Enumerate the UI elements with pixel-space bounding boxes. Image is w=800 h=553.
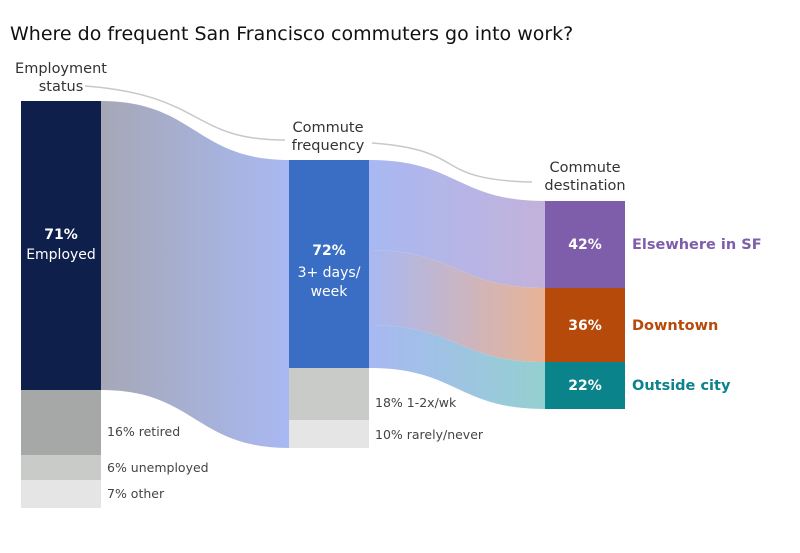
chart-title: Where do frequent San Francisco commuter… <box>10 23 573 45</box>
label-elsewhere-name: Elsewhere in SF <box>632 237 762 253</box>
label-frequent-line1: 3+ days/ <box>298 265 361 281</box>
stage-destination-line1: Commute <box>549 160 620 176</box>
label-employed-pct: 71% <box>44 227 78 243</box>
label-elsewhere-pct: 42% <box>568 237 602 253</box>
node-frequent <box>289 160 369 368</box>
flow-frequent-to-elsewhere <box>369 160 545 288</box>
node-other <box>21 480 101 508</box>
flow-frequent-to-downtown <box>369 250 545 362</box>
label-downtown-name: Downtown <box>632 318 718 334</box>
flow-employed-to-frequent <box>101 101 289 448</box>
label-outside-name: Outside city <box>632 378 731 394</box>
stage-label-employment: Employment status <box>15 61 107 95</box>
node-downtown <box>545 288 625 362</box>
label-employed-text: Employed <box>26 247 96 263</box>
node-rarely <box>289 420 369 448</box>
connector-curve-1 <box>84 85 286 141</box>
connector-curve-2 <box>371 142 533 183</box>
stage-label-frequency: Commute frequency <box>292 120 365 154</box>
node-retired <box>21 390 101 455</box>
node-employed <box>21 101 101 390</box>
stage-employment-line2: status <box>39 79 84 95</box>
node-unemployed <box>21 455 101 480</box>
label-occasional: 18% 1-2x/wk <box>375 395 457 410</box>
stage-frequency-line2: frequency <box>292 138 365 154</box>
node-elsewhere <box>545 201 625 288</box>
label-other: 7% other <box>107 486 165 501</box>
stage-label-destination: Commute destination <box>544 160 625 194</box>
node-occasional <box>289 368 369 420</box>
stage-employment-line1: Employment <box>15 61 107 77</box>
label-rarely: 10% rarely/never <box>375 427 484 442</box>
label-retired: 16% retired <box>107 424 180 439</box>
stage-destination-line2: destination <box>544 178 625 194</box>
stage-frequency-line1: Commute <box>292 120 363 136</box>
label-outside-pct: 22% <box>568 378 602 394</box>
label-frequent-pct: 72% <box>312 243 346 259</box>
label-unemployed: 6% unemployed <box>107 460 209 475</box>
label-downtown-pct: 36% <box>568 318 602 334</box>
node-outside <box>545 362 625 409</box>
label-frequent-line2: week <box>311 284 349 300</box>
flow-frequent-to-outside <box>369 325 545 409</box>
